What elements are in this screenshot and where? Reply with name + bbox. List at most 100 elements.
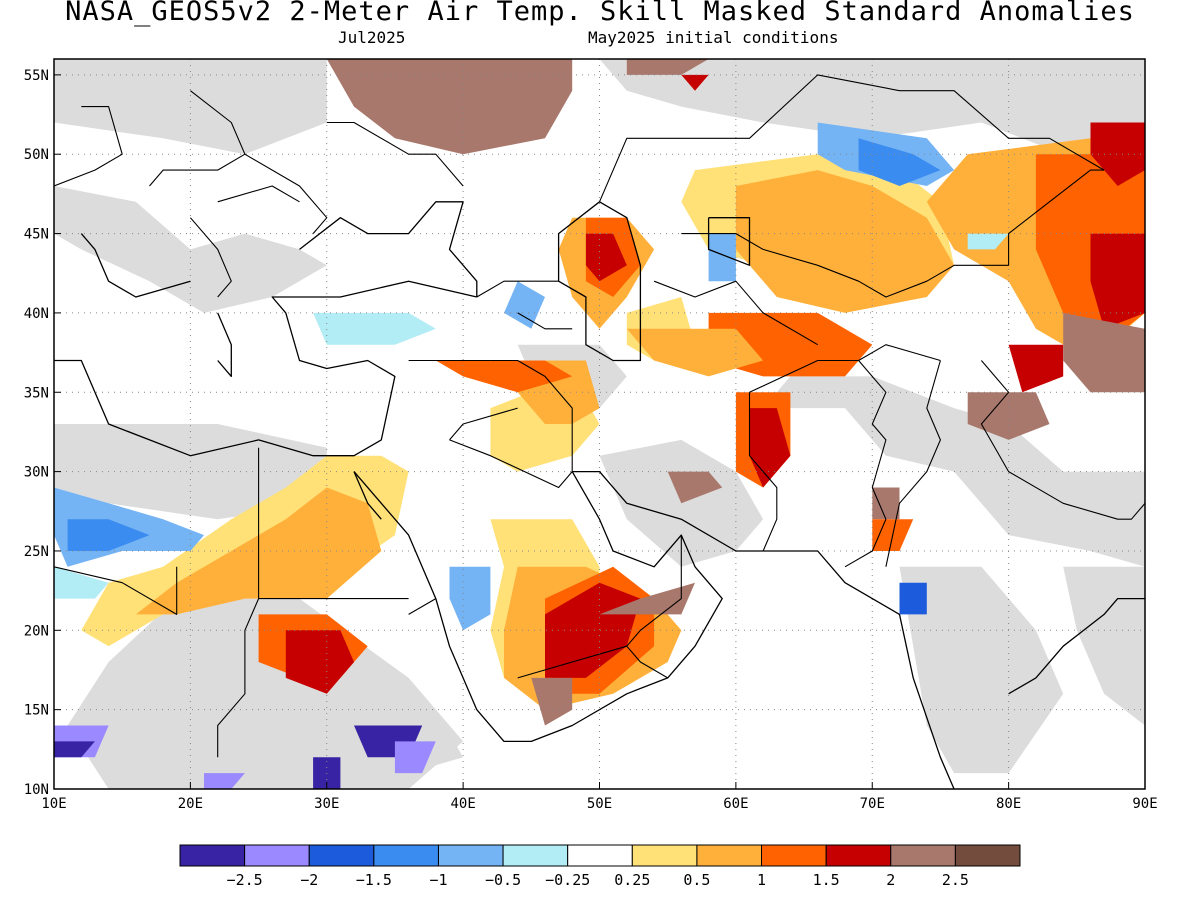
- anomaly-region-a2-5-20: [531, 677, 573, 726]
- lat-tick-label: 25N: [24, 544, 49, 560]
- anomaly-region-n1-5-55: [858, 138, 941, 186]
- country-border: [408, 598, 437, 615]
- anomaly-region-masked-8: [599, 439, 764, 567]
- country-borders: [54, 74, 1145, 789]
- coastline: [80, 233, 191, 298]
- anomaly-region-n3-60: [54, 741, 95, 758]
- country-border: [449, 407, 518, 441]
- coastline: [353, 470, 955, 789]
- colorbar-swatch: [437, 844, 504, 867]
- anomaly-region-a1-5-24: [435, 360, 573, 393]
- colorbar-swatch: [179, 844, 246, 867]
- lat-tick-label: 15N: [24, 703, 49, 719]
- anomaly-region-masked-1: [54, 186, 327, 313]
- colorbar-swatch: [954, 844, 1021, 867]
- anomaly-region-a2-5-45: [667, 471, 723, 504]
- country-border: [326, 121, 464, 187]
- anomaly-region-a2-5-42: [326, 59, 573, 155]
- anomaly-region-a2-5-41: [967, 392, 1050, 440]
- colorbar-swatch: [373, 844, 439, 867]
- country-border: [244, 153, 328, 234]
- anomaly-region-masked-0: [54, 59, 327, 155]
- colorbar-swatch: [244, 844, 310, 867]
- country-border: [980, 360, 1145, 520]
- country-border: [748, 392, 778, 552]
- lon-tick-label: 60E: [723, 796, 748, 812]
- anomaly-region-masked-5: [763, 376, 1145, 567]
- anomaly-shading: [54, 59, 1145, 789]
- coastline: [299, 201, 478, 297]
- country-border: [517, 312, 573, 330]
- colorbar-label: −1: [429, 871, 447, 889]
- axis-labels: 10E 20E 30E 40E 50E 60E 70E 80E 90E 10N 15N 20N 25N 3…: [24, 68, 1158, 812]
- lat-tick-label: 10N: [24, 782, 49, 798]
- coastline: [557, 201, 642, 362]
- anomaly-region-masked-2: [599, 59, 1145, 155]
- colorbar-label: −0.5: [485, 871, 521, 889]
- colorbar-label: 2: [886, 871, 895, 889]
- anomaly-region-n1-51: [449, 566, 491, 631]
- anomaly-region-n2-5-62: [394, 741, 436, 774]
- colorbar-swatch: [696, 844, 763, 867]
- anomaly-region-masked-7: [1063, 566, 1145, 726]
- lon-tick-label: 80E: [996, 796, 1021, 812]
- lon-tick-label: 30E: [314, 796, 339, 812]
- country-border: [653, 280, 818, 346]
- lat-tick-label: 35N: [24, 385, 49, 401]
- anomaly-region-a1-30: [735, 170, 955, 313]
- country-border: [149, 90, 246, 187]
- colorbar-label: 2.5: [942, 871, 969, 889]
- colorbar-swatch: [890, 844, 956, 867]
- lon-tick-label: 20E: [178, 796, 203, 812]
- anomaly-region-a1-32: [626, 328, 764, 377]
- colorbar-label: 0.25: [614, 871, 650, 889]
- anomaly-region-n1-5-49: [67, 519, 150, 551]
- coastline: [54, 296, 396, 457]
- anomaly-region-a2-19: [545, 582, 641, 678]
- lat-tick-label: 20N: [24, 623, 49, 639]
- colorbar-swatch: [502, 844, 569, 867]
- country-border: [517, 535, 682, 679]
- anomaly-region-n0-5-57: [967, 233, 1009, 250]
- coastline: [217, 312, 232, 378]
- lat-tick-label: 40N: [24, 306, 49, 322]
- colorbar-swatch: [825, 844, 892, 867]
- coastline: [353, 471, 382, 520]
- anomaly-region-a2-37: [1090, 122, 1145, 186]
- lon-tick-label: 40E: [450, 796, 475, 812]
- country-border: [54, 566, 178, 615]
- colorbar-label: −2: [300, 871, 318, 889]
- lat-tick-label: 45N: [24, 227, 49, 243]
- initial-conditions-label: May2025 initial conditions: [588, 28, 839, 47]
- lat-tick-label: 30N: [24, 465, 49, 481]
- lat-tick-label: 50N: [24, 147, 49, 163]
- country-border: [476, 280, 559, 298]
- country-border: [844, 360, 887, 568]
- anomaly-region-a2-5-40: [1063, 312, 1145, 393]
- colorbar-label: −1.5: [356, 871, 392, 889]
- anomaly-region-a2-38: [1090, 233, 1145, 329]
- anomaly-region-a2-39: [1008, 344, 1064, 393]
- country-border: [189, 217, 232, 298]
- colorbar: −2.5 −2 −1.5 −1 −0.5 −0.25 0.25 0.5 1 1.5 2 2.5: [179, 844, 1021, 889]
- anomaly-region-masked-6: [899, 566, 1064, 774]
- coastline: [707, 217, 751, 266]
- country-border: [217, 185, 300, 203]
- lon-tick-label: 90E: [1132, 796, 1157, 812]
- lat-tick-label: 55N: [24, 68, 49, 84]
- colorbar-label: 1: [757, 871, 766, 889]
- anomaly-region-n0-5-50: [54, 566, 109, 599]
- anomaly-region-a2-44: [681, 74, 709, 91]
- anomaly-region-n2-5-64: [204, 773, 245, 789]
- anomaly-region-n1-56: [708, 233, 736, 282]
- country-border: [598, 74, 1105, 203]
- anomaly-region-n0-5-52: [313, 312, 436, 345]
- anomaly-region-n2-58: [899, 582, 927, 615]
- colorbar-swatch: [631, 844, 698, 867]
- anomaly-region-a2-5-46: [872, 487, 900, 520]
- country-border: [490, 359, 573, 472]
- lon-tick-label: 10E: [41, 796, 66, 812]
- target-month-label: Jul2025: [338, 28, 406, 47]
- map-title: NASA_GEOS5v2 2-Meter Air Temp. Skill Mas…: [65, 0, 1135, 27]
